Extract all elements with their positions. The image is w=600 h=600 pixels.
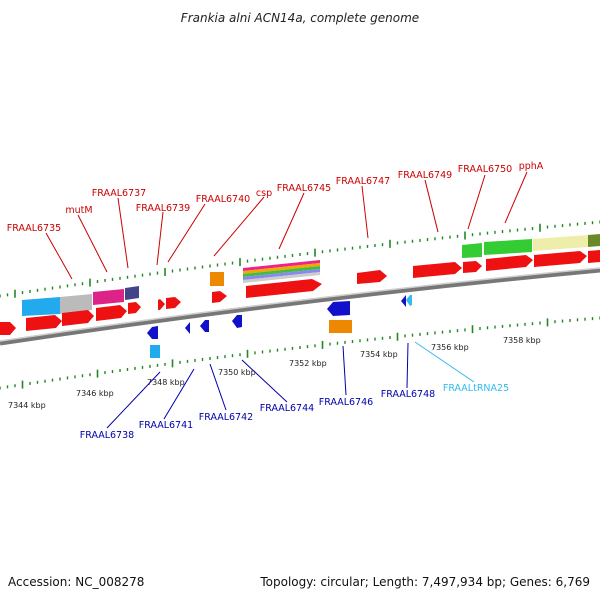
gene-label: csp (256, 188, 272, 199)
forward-gene-labels: FRAAL6735 mutM FRAAL6737 FRAAL6739 FRAAL… (7, 161, 544, 234)
gene-label: FRAAL6744 (260, 403, 314, 414)
upper-scale-ticks (0, 220, 600, 298)
reverse-gene-labels: FRAAL6738 FRAAL6741 FRAAL6742 FRAAL6744 … (80, 383, 509, 441)
cds-arrow (212, 291, 227, 303)
scale-label: 7350 kbp (218, 368, 256, 377)
feature-block (462, 243, 482, 258)
feature-block (533, 235, 588, 251)
trna-leader-line (414, 341, 475, 383)
feature-block (125, 286, 139, 300)
gene-label: FRAAL6749 (398, 170, 452, 181)
cds-arrow (96, 305, 127, 321)
scale-label: 7354 kbp (360, 350, 398, 359)
scale-label: 7352 kbp (289, 359, 327, 368)
cds-arrow (185, 322, 190, 334)
feature-block (484, 239, 532, 255)
scale-label: 7356 kbp (431, 343, 469, 352)
cds-arrow (26, 315, 62, 331)
scale-label: 7358 kbp (503, 336, 541, 345)
cds-arrow (128, 302, 141, 314)
cds-arrow (147, 326, 158, 339)
lower-scale-ticks (0, 316, 600, 390)
accession-text: Accession: NC_008278 (8, 575, 145, 589)
feature-block (93, 289, 124, 305)
feature-block (60, 294, 92, 314)
cds-arrow (534, 251, 587, 267)
genome-summary-text: Topology: circular; Length: 7,497,934 bp… (260, 575, 590, 589)
scale-label: 7348 kbp (147, 378, 185, 387)
feature-block (588, 234, 600, 247)
cds-arrow (62, 310, 94, 326)
cds-arrow (200, 320, 209, 332)
cds-arrow (246, 279, 322, 298)
cds-arrow (357, 270, 387, 284)
feature-track-upper (22, 234, 600, 316)
cds-arrow (463, 261, 482, 273)
gene-label: FRAALtRNA25 (443, 383, 509, 394)
map-title: Frankia alni ACN14a, complete genome (181, 11, 419, 25)
gene-label: FRAAL6741 (139, 420, 193, 431)
gene-label: FRAAL6747 (336, 176, 390, 187)
gene-label: mutM (65, 205, 92, 216)
forward-leader-lines (45, 171, 528, 280)
cds-arrow (0, 322, 16, 335)
scale-label: 7346 kbp (76, 389, 114, 398)
scale-label: 7344 kbp (8, 401, 46, 410)
gene-label: pphA (519, 161, 544, 172)
cds-arrow (232, 315, 242, 328)
gene-label: FRAAL6738 (80, 430, 134, 441)
gene-label: FRAAL6742 (199, 412, 253, 423)
gene-label: FRAAL6735 (7, 223, 61, 234)
cds-arrow (166, 297, 181, 309)
cds-arrow (327, 301, 350, 316)
cds-arrow (406, 295, 412, 306)
cds-arrow (413, 262, 462, 278)
gene-label: FRAAL6739 (136, 203, 190, 214)
cds-arrow (588, 250, 600, 263)
gene-label: FRAAL6750 (458, 164, 512, 175)
gene-label: FRAAL6748 (381, 389, 435, 400)
genome-backbone (0, 267, 600, 346)
cds-arrow (401, 295, 406, 307)
reverse-leader-lines (106, 342, 409, 429)
reverse-cds-track (147, 295, 412, 358)
feature-block (22, 297, 60, 316)
gene-label: FRAAL6737 (92, 188, 146, 199)
gene-label: FRAAL6740 (196, 194, 250, 205)
scale-labels: 7344 kbp 7346 kbp 7348 kbp 7350 kbp 7352… (8, 336, 541, 410)
forward-cds-track (0, 250, 600, 335)
gene-label: FRAAL6745 (277, 183, 331, 194)
cds-arrow (486, 255, 533, 271)
cds-arrow (158, 299, 165, 310)
gene-label: FRAAL6746 (319, 397, 373, 408)
